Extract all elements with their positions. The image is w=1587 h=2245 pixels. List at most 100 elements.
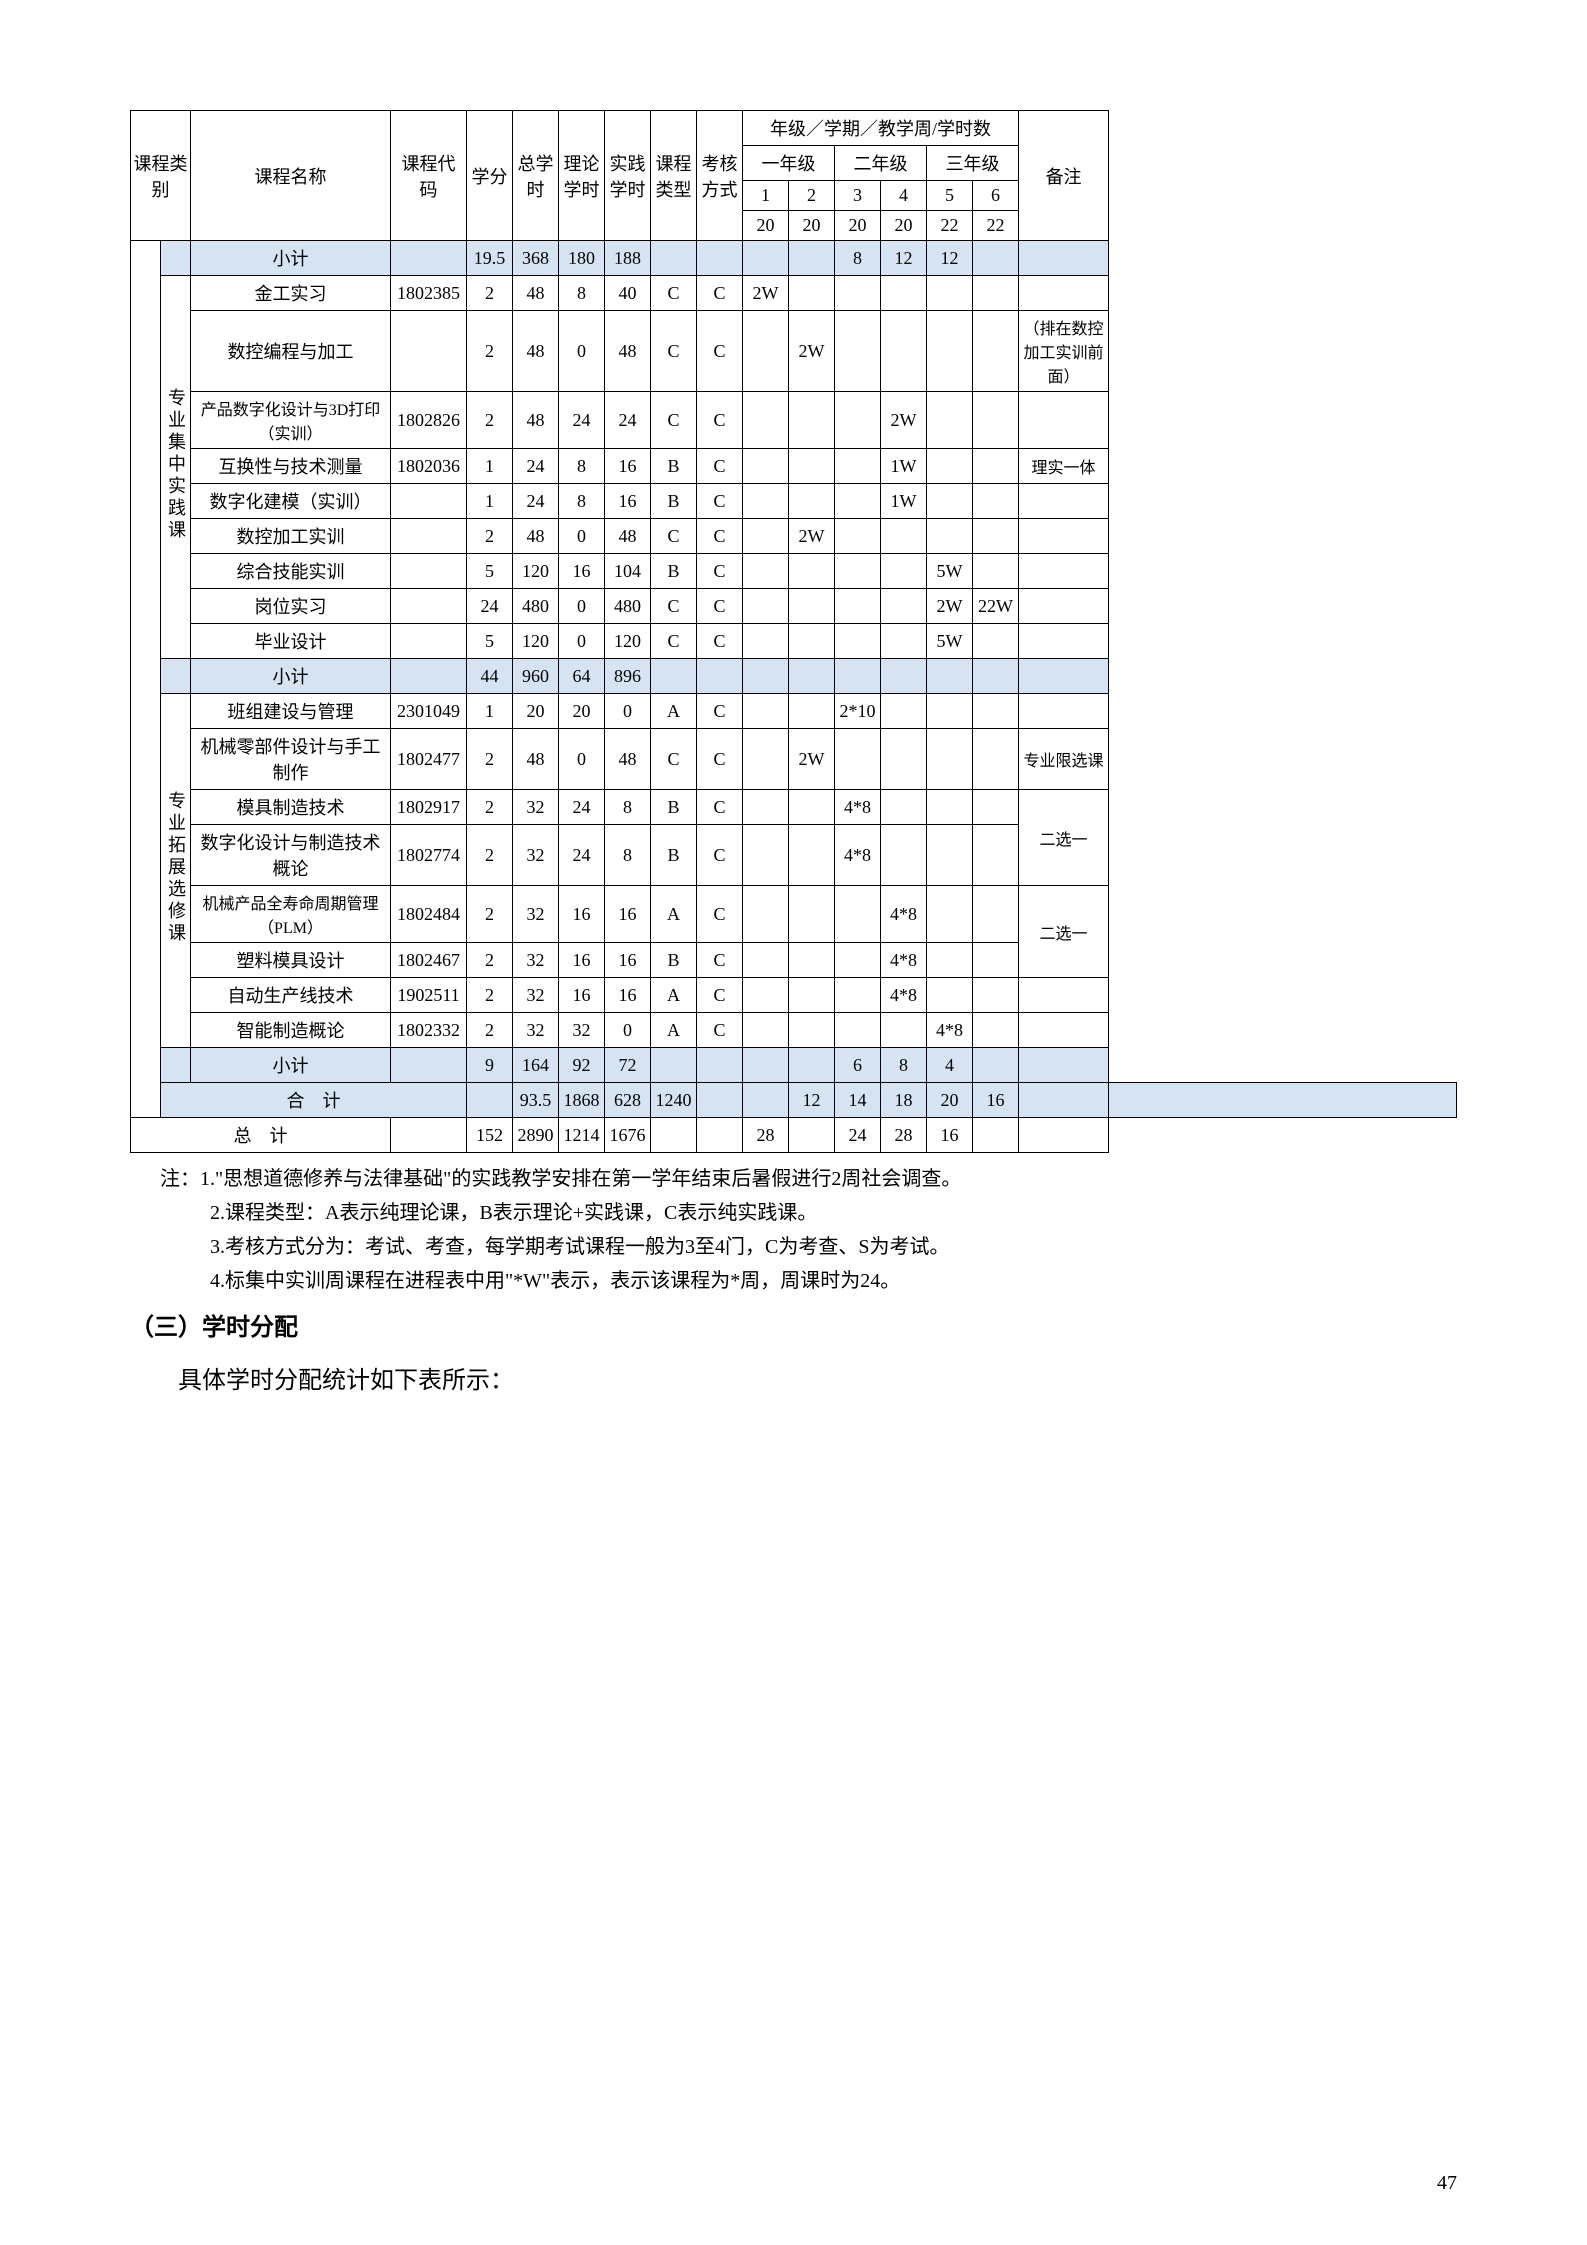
note-4: 4.标集中实训周课程在进程表中用"*W"表示，表示该课程为*周，周课时为24。 [160,1265,1457,1297]
course-name: 数字化建模（实训） [191,484,391,519]
course-name: 综合技能实训 [191,554,391,589]
course-name: 智能制造概论 [191,1013,391,1048]
sem-3: 3 [835,181,881,211]
col-grade-span: 年级／学期／教学周/学时数 [743,111,1019,146]
table-row: 数字化建模（实训）124816BC1W [131,484,1457,519]
table-row: 互换性与技术测量1802036124816BC1W理实一体 [131,449,1457,484]
course-name: 机械产品全寿命周期管理（PLM） [191,886,391,943]
course-name: 数控加工实训 [191,519,391,554]
col-practice: 实践学时 [605,111,651,241]
course-code: 2301049 [391,694,467,729]
remark [1019,392,1109,449]
col-type: 课程类型 [651,111,697,241]
category-outer [131,241,161,1118]
course-name: 数控编程与加工 [191,311,391,392]
col-code: 课程代码 [391,111,467,241]
course-code [391,554,467,589]
remark: 二选一 [1019,886,1109,978]
course-name: 毕业设计 [191,624,391,659]
course-code: 1902511 [391,978,467,1013]
course-code: 1802774 [391,825,467,886]
table-row: 自动生产线技术19025112321616AC4*8 [131,978,1457,1013]
course-name: 自动生产线技术 [191,978,391,1013]
col-name: 课程名称 [191,111,391,241]
course-name: 互换性与技术测量 [191,449,391,484]
remark [1019,694,1109,729]
course-code: 1802467 [391,943,467,978]
col-theory: 理论学时 [559,111,605,241]
subtotal-row: 小计91649272684 [131,1048,1457,1083]
table-body: 小计19.536818018881212专业集中实践课金工实习180238524… [131,241,1457,1153]
course-name: 岗位实习 [191,589,391,624]
notes-prefix: 注： [160,1168,200,1190]
remark: （排在数控加工实训前面） [1019,311,1109,392]
weeks-3: 20 [835,211,881,241]
table-row: 数字化设计与制造技术概论1802774232248BC4*8 [131,825,1457,886]
remark [1019,589,1109,624]
course-code: 1802036 [391,449,467,484]
table-row: 产品数字化设计与3D打印（实训）18028262482424CC2W [131,392,1457,449]
col-year3: 三年级 [927,146,1019,181]
course-code [391,624,467,659]
col-assess: 考核方式 [697,111,743,241]
course-name: 塑料模具设计 [191,943,391,978]
category-elective: 专业拓展选修课 [161,694,191,1048]
subtotal-label: 小计 [191,659,391,694]
remark: 理实一体 [1019,449,1109,484]
course-code: 1802484 [391,886,467,943]
table-row: 智能制造概论1802332232320AC4*8 [131,1013,1457,1048]
weeks-1: 20 [743,211,789,241]
table-row: 数控编程与加工248048CC2W（排在数控加工实训前面） [131,311,1457,392]
course-name: 班组建设与管理 [191,694,391,729]
course-name: 金工实习 [191,276,391,311]
heji-row: 合 计93.5186862812401214182016 [131,1083,1457,1118]
course-code [391,589,467,624]
heji-label: 合 计 [161,1083,467,1118]
table-row: 塑料模具设计18024672321616BC4*8 [131,943,1457,978]
remark [1019,978,1109,1013]
note-3: 3.考核方式分为：考试、考查，每学期考试课程一般为3至4门，C为考查、S为考试。 [160,1231,1457,1263]
page-number: 47 [1437,2172,1457,2195]
course-code [391,484,467,519]
table-row: 数控加工实训248048CC2W [131,519,1457,554]
table-row: 模具制造技术1802917232248BC4*8二选一 [131,790,1457,825]
table-row: 综合技能实训512016104BC5W [131,554,1457,589]
course-name: 数字化设计与制造技术概论 [191,825,391,886]
col-total: 总学时 [513,111,559,241]
category-practice: 专业集中实践课 [161,276,191,659]
weeks-2: 20 [789,211,835,241]
category-sub [161,241,191,276]
course-code: 1802477 [391,729,467,790]
course-name: 机械零部件设计与手工制作 [191,729,391,790]
course-name: 模具制造技术 [191,790,391,825]
course-code: 1802385 [391,276,467,311]
remark [1019,519,1109,554]
remark [1019,624,1109,659]
zongji-row: 总 计15228901214167628242816 [131,1118,1457,1153]
table-row: 机械零部件设计与手工制作1802477248048CC2W专业限选课 [131,729,1457,790]
remark: 二选一 [1019,790,1109,886]
remark [1019,276,1109,311]
col-year1: 一年级 [743,146,835,181]
section-body: 具体学时分配统计如下表所示： [130,1360,1457,1395]
col-year2: 二年级 [835,146,927,181]
course-code [391,311,467,392]
course-name: 产品数字化设计与3D打印（实训） [191,392,391,449]
curriculum-table: 课程类别 课程名称 课程代码 学分 总学时 理论学时 实践学时 课程类型 考核方… [130,110,1457,1153]
remark: 专业限选课 [1019,729,1109,790]
subtotal-label: 小计 [191,1048,391,1083]
table-notes: 注：1."思想道德修养与法律基础"的实践教学安排在第一学年结束后暑假进行2周社会… [130,1163,1457,1297]
subtotal-row: 小计4496064896 [131,659,1457,694]
sem-4: 4 [881,181,927,211]
table-row: 岗位实习244800480CC2W22W [131,589,1457,624]
remark [1019,484,1109,519]
remark [1019,1013,1109,1048]
table-row: 毕业设计51200120CC5W [131,624,1457,659]
course-code: 1802917 [391,790,467,825]
sem-6: 6 [973,181,1019,211]
note-2: 2.课程类型：A表示纯理论课，B表示理论+实践课，C表示纯实践课。 [160,1197,1457,1229]
course-code: 1802332 [391,1013,467,1048]
remark [1019,554,1109,589]
weeks-5: 22 [927,211,973,241]
table-row: 专业拓展选修课班组建设与管理2301049120200AC2*10 [131,694,1457,729]
